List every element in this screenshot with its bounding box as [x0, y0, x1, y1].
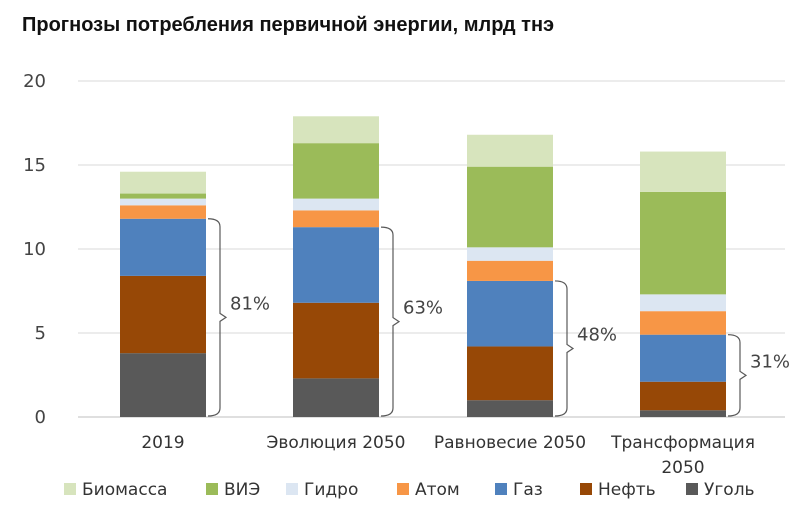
fossil-share-label: 48% — [577, 324, 617, 345]
bar-segment-Газ — [293, 227, 379, 303]
legend-label: ВИЭ — [224, 480, 260, 500]
bar-segment-Биомасса — [467, 134, 553, 167]
fossil-bracket — [380, 226, 401, 417]
legend-label: Биомасса — [82, 480, 167, 500]
bar-segment-Газ — [120, 218, 206, 276]
legend-swatch — [64, 483, 76, 495]
bar-segment-Атом — [640, 311, 726, 335]
legend-swatch — [206, 483, 218, 495]
bar-segment-ВИЭ — [293, 143, 379, 199]
fossil-bracket — [554, 280, 575, 417]
legend-label: Уголь — [704, 480, 755, 500]
y-tick-label: 5 — [35, 323, 46, 344]
legend-swatch — [495, 483, 507, 495]
bar-segment-Атом — [467, 260, 553, 281]
bar-segment-Биомасса — [293, 116, 379, 144]
x-category-label: 2050 — [661, 458, 704, 478]
bar-segment-ВИЭ — [120, 193, 206, 199]
bar-segment-Газ — [467, 280, 553, 347]
legend-label: Атом — [415, 480, 460, 500]
bar-segment-Атом — [120, 205, 206, 219]
bar-segment-Нефть — [293, 302, 379, 379]
legend: Биомасса ВИЭ Гидро Атом Газ Нефть Уголь — [64, 480, 755, 500]
x-category-label: Трансформация — [610, 433, 755, 453]
legend-swatch — [580, 483, 592, 495]
bar-segment-Гидро — [640, 294, 726, 312]
bar-segment-Уголь — [640, 410, 726, 417]
x-category-label: Равновесие 2050 — [434, 433, 586, 453]
x-category-label: Эволюция 2050 — [267, 433, 406, 453]
y-tick-label: 10 — [23, 239, 46, 260]
y-axis-ticks: 0 5 10 15 20 — [23, 71, 46, 428]
bar-segment-ВИЭ — [467, 166, 553, 248]
fossil-share-label: 31% — [750, 351, 790, 372]
bar-segment-Нефть — [120, 275, 206, 354]
y-tick-label: 15 — [23, 155, 46, 176]
fossil-share-brackets: 81% 63% 48% 31% — [207, 218, 790, 417]
bar-segment-Биомасса — [120, 171, 206, 194]
legend-label: Газ — [513, 480, 543, 500]
legend-swatch — [686, 483, 698, 495]
bar-segment-Уголь — [293, 378, 379, 417]
fossil-bracket — [727, 334, 748, 417]
chart-title: Прогнозы потребления первичной энергии, … — [22, 14, 555, 36]
bar-segment-Нефть — [640, 381, 726, 411]
bar-segment-Атом — [293, 210, 379, 228]
bar-segment-Уголь — [120, 353, 206, 417]
legend-label: Нефть — [598, 480, 656, 500]
legend-label: Гидро — [304, 480, 358, 500]
bar-segment-Биомасса — [640, 151, 726, 192]
bars — [120, 116, 726, 417]
bar-segment-Гидро — [467, 247, 553, 261]
bar-segment-Газ — [640, 334, 726, 382]
fossil-share-label: 63% — [403, 298, 443, 319]
bar-segment-Гидро — [120, 198, 206, 206]
bar-segment-ВИЭ — [640, 191, 726, 295]
bar-segment-Гидро — [293, 198, 379, 211]
legend-swatch — [397, 483, 409, 495]
fossil-bracket — [207, 218, 228, 417]
y-tick-label: 0 — [35, 407, 46, 428]
y-tick-label: 20 — [23, 71, 46, 92]
fossil-share-label: 81% — [230, 293, 270, 314]
x-axis-labels: 2019 Эволюция 2050 Равновесие 2050 Трансфор… — [141, 433, 755, 478]
x-category-label: 2019 — [141, 433, 184, 453]
legend-swatch — [286, 483, 298, 495]
bar-segment-Уголь — [467, 400, 553, 417]
bar-segment-Нефть — [467, 346, 553, 401]
